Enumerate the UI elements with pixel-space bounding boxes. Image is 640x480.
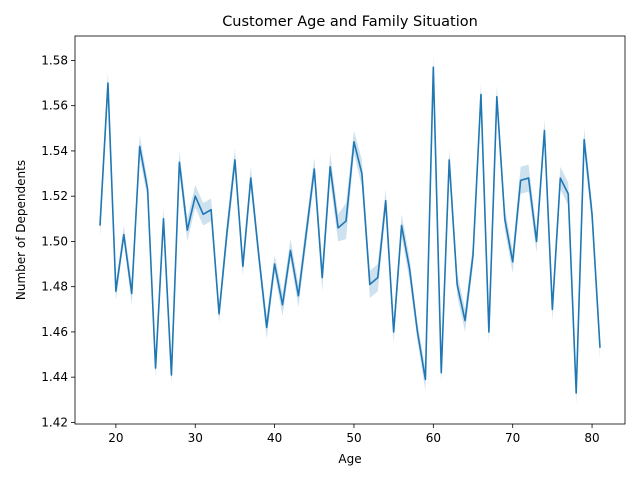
data-point xyxy=(218,313,220,315)
x-axis-ticks: 20 30 40 50 60 70 80 xyxy=(108,424,600,445)
axes-frame xyxy=(74,35,626,425)
x-axis-label: Age xyxy=(338,452,361,466)
data-point xyxy=(496,95,498,97)
data-point xyxy=(551,308,553,310)
y-tick-label: 1.54 xyxy=(41,144,68,158)
confidence-band xyxy=(100,55,600,405)
data-point xyxy=(464,319,466,321)
data-point xyxy=(377,276,379,278)
y-tick-label: 1.50 xyxy=(41,234,68,248)
x-tick-label: 80 xyxy=(584,431,599,445)
plot-area xyxy=(99,55,601,405)
data-point xyxy=(305,231,307,233)
data-point xyxy=(488,331,490,333)
data-point xyxy=(424,378,426,380)
x-tick-label: 40 xyxy=(267,431,282,445)
data-point xyxy=(146,188,148,190)
data-point xyxy=(202,213,204,215)
x-tick-label: 30 xyxy=(188,431,203,445)
data-point xyxy=(123,233,125,235)
series-line xyxy=(99,66,601,394)
y-tick-label: 1.44 xyxy=(41,370,68,384)
data-point xyxy=(265,326,267,328)
data-point xyxy=(194,195,196,197)
data-point xyxy=(99,224,101,226)
y-tick-label: 1.46 xyxy=(41,325,68,339)
data-point xyxy=(599,347,601,349)
data-point xyxy=(400,224,402,226)
y-tick-label: 1.58 xyxy=(41,53,68,67)
data-point xyxy=(480,93,482,95)
data-point xyxy=(242,265,244,267)
data-point xyxy=(361,172,363,174)
data-point xyxy=(512,261,514,263)
data-point xyxy=(250,177,252,179)
data-point xyxy=(591,213,593,215)
data-point xyxy=(297,295,299,297)
data-point xyxy=(448,159,450,161)
data-point xyxy=(575,392,577,394)
data-point xyxy=(258,254,260,256)
data-point xyxy=(567,193,569,195)
data-point xyxy=(353,141,355,143)
data-point xyxy=(416,331,418,333)
y-tick-label: 1.56 xyxy=(41,99,68,113)
data-point xyxy=(138,145,140,147)
data-point xyxy=(432,66,434,68)
data-point xyxy=(408,267,410,269)
data-point xyxy=(170,374,172,376)
data-point xyxy=(289,249,291,251)
data-point xyxy=(131,292,133,294)
data-point xyxy=(115,290,117,292)
data-point xyxy=(440,371,442,373)
data-point xyxy=(385,200,387,202)
y-tick-label: 1.42 xyxy=(41,415,68,429)
data-point xyxy=(535,240,537,242)
data-point xyxy=(313,168,315,170)
data-point xyxy=(107,82,109,84)
data-point xyxy=(186,229,188,231)
data-point xyxy=(321,276,323,278)
x-tick-label: 50 xyxy=(346,431,361,445)
data-point xyxy=(234,159,236,161)
x-tick-label: 60 xyxy=(426,431,441,445)
data-point xyxy=(369,283,371,285)
data-point xyxy=(543,129,545,131)
data-point xyxy=(456,283,458,285)
data-point xyxy=(226,231,228,233)
data-point xyxy=(162,218,164,220)
data-point xyxy=(519,179,521,181)
data-point xyxy=(178,161,180,163)
data-point xyxy=(472,254,474,256)
data-point xyxy=(281,304,283,306)
y-axis-ticks: 1.42 1.44 1.46 1.48 1.50 1.52 1.54 1.56 1.58 xyxy=(41,53,75,429)
data-point xyxy=(345,220,347,222)
data-point xyxy=(392,331,394,333)
x-tick-label: 20 xyxy=(108,431,123,445)
data-point xyxy=(273,263,275,265)
data-point xyxy=(337,227,339,229)
y-axis-label: Number of Dependents xyxy=(14,160,28,300)
chart-title: Customer Age and Family Situation xyxy=(222,14,478,30)
data-point xyxy=(527,177,529,179)
data-point xyxy=(559,177,561,179)
data-point xyxy=(583,138,585,140)
data-point xyxy=(329,166,331,168)
data-point xyxy=(210,209,212,211)
y-tick-label: 1.48 xyxy=(41,280,68,294)
y-tick-label: 1.52 xyxy=(41,189,68,203)
data-point xyxy=(504,218,506,220)
data-point xyxy=(154,367,156,369)
x-tick-label: 70 xyxy=(505,431,520,445)
